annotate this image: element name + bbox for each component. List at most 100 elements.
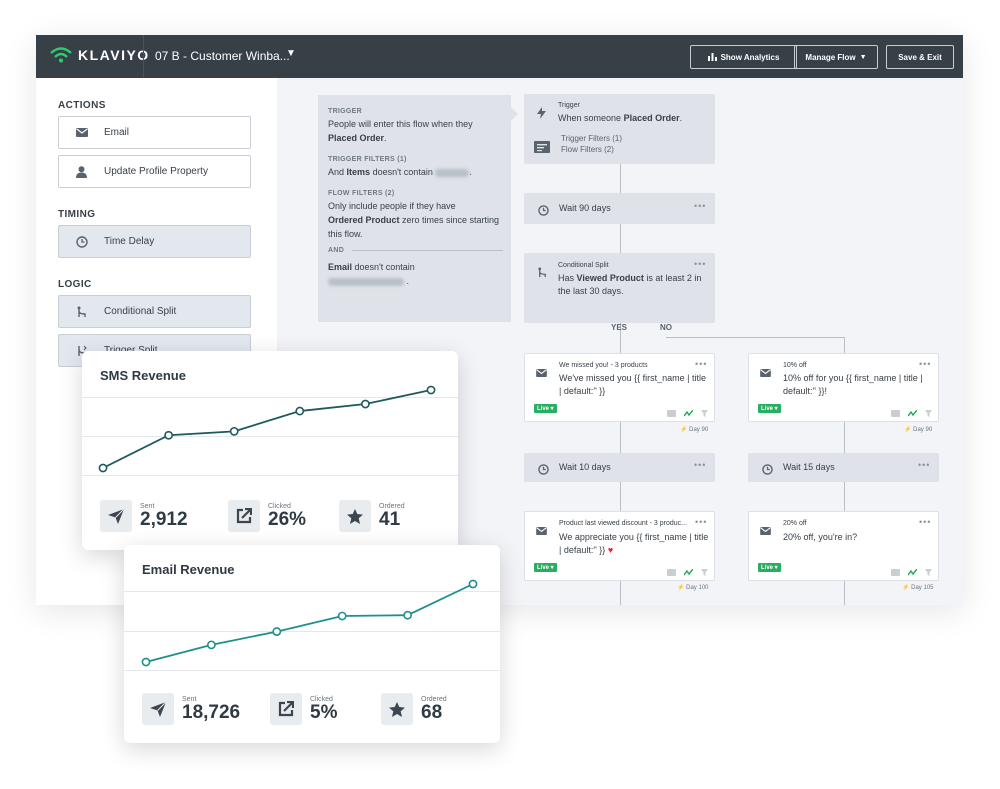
connector bbox=[666, 337, 844, 338]
sidebar-item-conditional-split[interactable]: Conditional Split bbox=[58, 295, 251, 328]
trend-point bbox=[141, 657, 151, 667]
flow-filters-heading: FLOW FILTERS (2) bbox=[328, 190, 395, 197]
email-title: Product last viewed discount - 3 produc.… bbox=[559, 520, 688, 527]
trigger-metric: Placed Order bbox=[623, 113, 680, 123]
more-options-icon[interactable]: ••• bbox=[918, 460, 931, 470]
envelope-icon bbox=[536, 364, 547, 382]
stat-value: 5% bbox=[310, 701, 338, 723]
envelope-icon bbox=[760, 522, 771, 540]
logic-title: LOGIC bbox=[58, 279, 92, 290]
trend-point bbox=[468, 579, 478, 589]
message-icon bbox=[667, 404, 676, 422]
sidebar-item-label: Conditional Split bbox=[104, 306, 177, 317]
more-options-icon[interactable]: ••• bbox=[919, 517, 932, 527]
trend-point bbox=[164, 430, 173, 440]
status-badge[interactable]: Live ▾ bbox=[758, 563, 781, 572]
stat-clicked: Clicked 26% bbox=[228, 500, 306, 532]
email-node-20-off[interactable]: 20% off ••• 20% off, you're in? Live ▾ bbox=[748, 511, 939, 581]
clock-icon bbox=[538, 462, 549, 480]
email-stats-icons bbox=[891, 563, 932, 581]
email-node-10-off[interactable]: 10% off ••• 10% off for you {{ first_nam… bbox=[748, 353, 939, 422]
chevron-down-icon[interactable]: ▼ bbox=[286, 48, 296, 59]
email-trend-line bbox=[141, 579, 478, 667]
trend-line bbox=[102, 389, 432, 469]
email-revenue-card: Email Revenue Sent 18,726 Clicked 5% Order… bbox=[124, 545, 500, 743]
connector bbox=[844, 581, 845, 605]
wait-label: Wait 10 days bbox=[559, 462, 611, 472]
stat-sent: Sent 18,726 bbox=[142, 693, 240, 725]
stat-label: Sent bbox=[140, 502, 155, 510]
sidebar-item-label: Time Delay bbox=[104, 236, 155, 247]
manage-flow-button[interactable]: Manage Flow ▼ bbox=[794, 45, 878, 69]
sidebar-item-label: Email bbox=[104, 127, 130, 138]
stat-ordered: Ordered 68 bbox=[381, 693, 447, 725]
wait-90-node[interactable]: Wait 90 days ••• bbox=[524, 193, 715, 224]
stat-label: Ordered bbox=[379, 502, 405, 510]
wait-15-node[interactable]: Wait 15 days ••• bbox=[748, 453, 939, 482]
klaviyo-logo[interactable]: KLAVIYO bbox=[50, 47, 150, 63]
more-options-icon[interactable]: ••• bbox=[694, 259, 707, 269]
stat-label: Ordered bbox=[421, 695, 447, 703]
stat-ordered: Ordered 41 bbox=[339, 500, 405, 532]
save-exit-label: Save & Exit bbox=[898, 52, 942, 62]
trend-line bbox=[145, 583, 474, 663]
email-title: 10% off bbox=[783, 362, 807, 369]
more-options-icon[interactable]: ••• bbox=[919, 359, 932, 369]
connector bbox=[620, 164, 621, 193]
trigger-filters-heading: TRIGGER FILTERS (1) bbox=[328, 156, 407, 163]
chevron-down-icon: ▼ bbox=[859, 53, 867, 61]
status-label: Live bbox=[537, 406, 550, 412]
trend-point bbox=[272, 627, 282, 636]
more-options-icon[interactable]: ••• bbox=[694, 201, 707, 211]
gridline bbox=[124, 631, 500, 632]
conditional-split-node[interactable]: Conditional Split ••• Has Viewed Product… bbox=[524, 253, 715, 323]
message-icon bbox=[667, 563, 676, 581]
top-bar: KLAVIYO 07 B - Customer Winba... ▼ Show … bbox=[36, 35, 963, 78]
status-badge[interactable]: Live ▾ bbox=[534, 563, 557, 572]
wait-label: Wait 90 days bbox=[559, 203, 611, 213]
envelope-icon bbox=[760, 364, 771, 382]
envelope-icon bbox=[59, 128, 104, 137]
show-analytics-button[interactable]: Show Analytics bbox=[690, 45, 797, 69]
filter-list-icon bbox=[534, 140, 550, 158]
flow-filters-link[interactable]: Flow Filters (2) bbox=[561, 145, 614, 154]
stat-label: Clicked bbox=[268, 502, 291, 510]
sidebar-item-email[interactable]: Email bbox=[58, 116, 251, 149]
email-node-product-last-viewed[interactable]: Product last viewed discount - 3 produc.… bbox=[524, 511, 715, 581]
bar-chart-icon bbox=[707, 53, 717, 61]
sidebar-item-time-delay[interactable]: Time Delay bbox=[58, 225, 251, 258]
trigger-node[interactable]: Trigger When someone Placed Order. Trigg… bbox=[524, 94, 715, 164]
trend-point bbox=[98, 463, 108, 473]
status-label: Live bbox=[761, 565, 774, 571]
stat-value: 68 bbox=[421, 701, 443, 723]
save-exit-button[interactable]: Save & Exit bbox=[886, 45, 954, 69]
trigger-metric: Placed Order bbox=[328, 133, 385, 143]
stat-label: Clicked bbox=[310, 695, 333, 703]
trigger-heading: TRIGGER bbox=[328, 108, 362, 115]
status-badge[interactable]: Live ▾ bbox=[534, 404, 557, 413]
email-node-we-missed-you[interactable]: We missed you! - 3 products ••• We've mi… bbox=[524, 353, 715, 422]
trigger-text: People will enter this flow when they bbox=[328, 119, 473, 129]
sidebar-item-update-profile-property[interactable]: Update Profile Property bbox=[58, 155, 251, 188]
more-options-icon[interactable]: ••• bbox=[694, 460, 707, 470]
email-stats-icons bbox=[891, 404, 932, 422]
more-options-icon[interactable]: ••• bbox=[695, 517, 708, 527]
lightning-icon bbox=[537, 106, 546, 124]
trend-icon bbox=[907, 563, 918, 581]
panel-pointer bbox=[511, 107, 518, 121]
trend-point bbox=[295, 406, 305, 416]
split-text-2: is at least 2 in the last 30 days. bbox=[558, 273, 702, 296]
connector bbox=[620, 323, 621, 353]
email-stats-icons bbox=[667, 404, 708, 422]
trigger-filters-link[interactable]: Trigger Filters (1) bbox=[561, 134, 623, 143]
heart-icon: ♥ bbox=[607, 545, 614, 555]
wait-10-node[interactable]: Wait 10 days ••• bbox=[524, 453, 715, 482]
email-title: 20% off bbox=[783, 520, 807, 527]
card-title: SMS Revenue bbox=[100, 368, 186, 383]
status-badge[interactable]: Live ▾ bbox=[758, 404, 781, 413]
wait-label: Wait 15 days bbox=[783, 462, 835, 472]
flow-name[interactable]: 07 B - Customer Winba... bbox=[155, 49, 290, 63]
redacted-value bbox=[328, 277, 404, 286]
trend-point bbox=[426, 385, 436, 395]
more-options-icon[interactable]: ••• bbox=[695, 359, 708, 369]
